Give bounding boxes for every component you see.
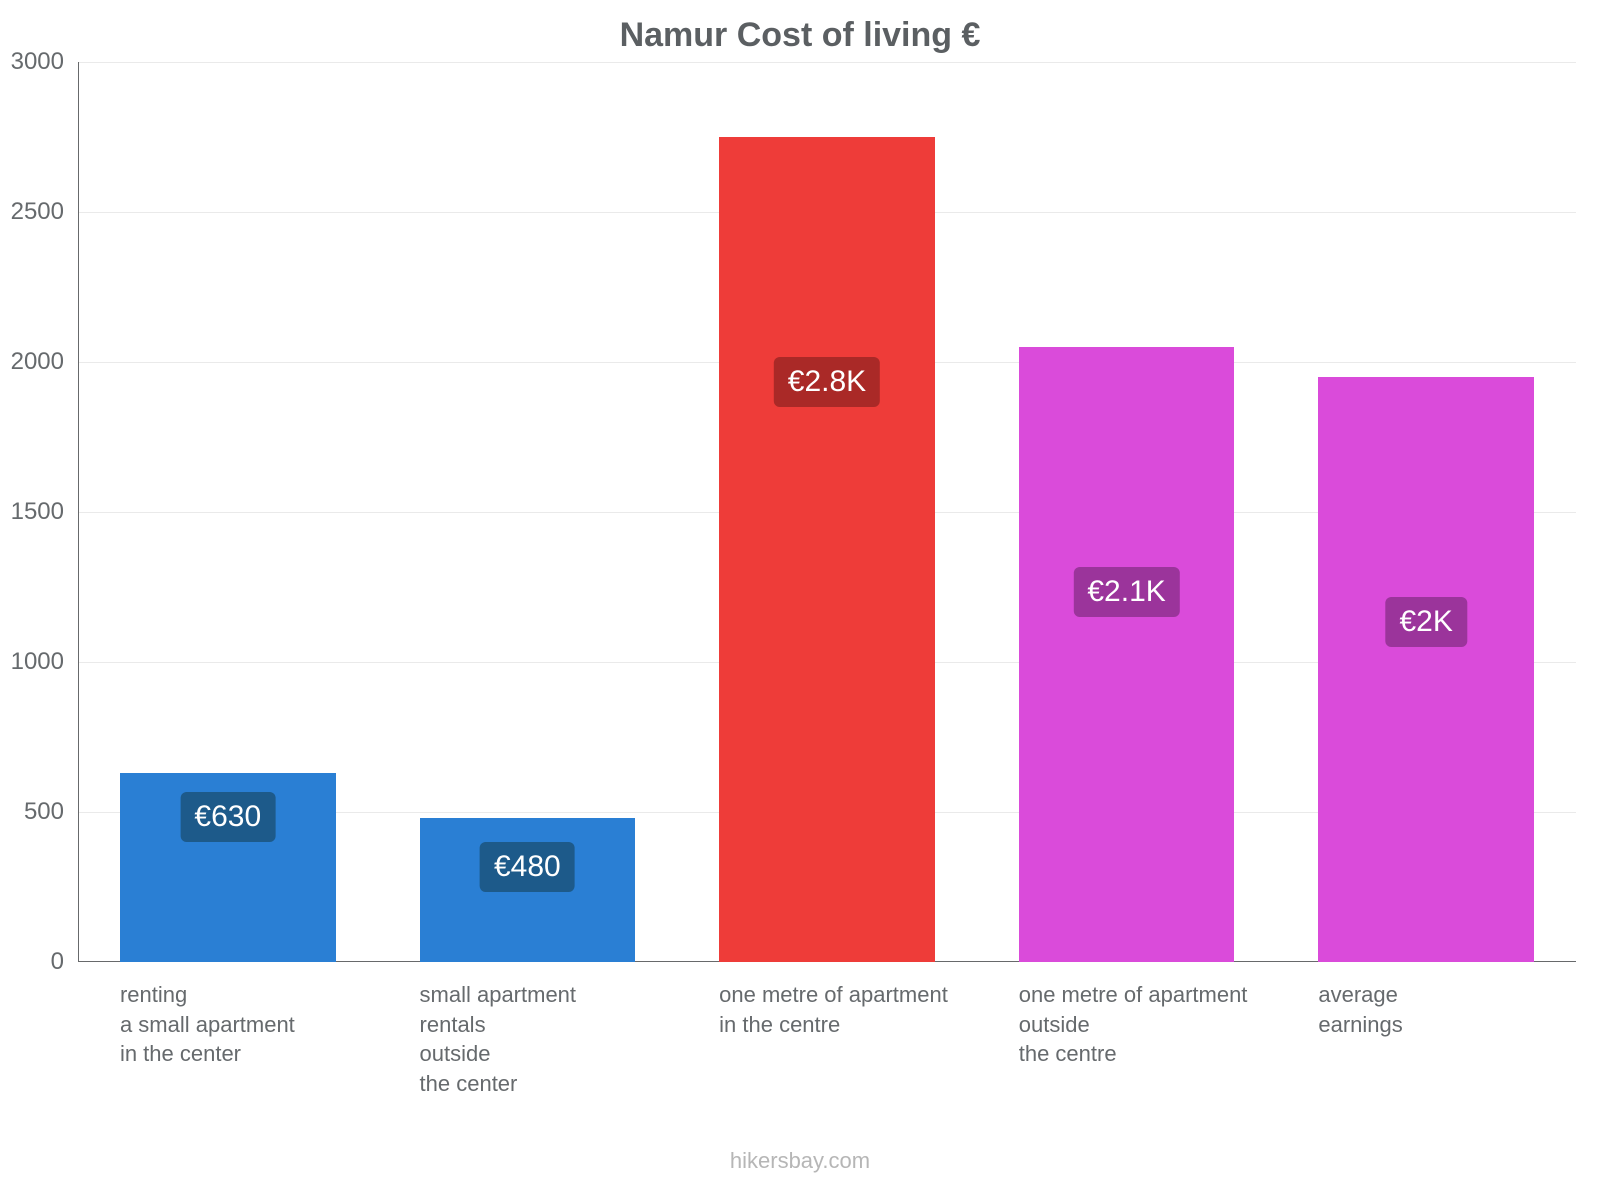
bar-value-label: €630 — [180, 792, 275, 842]
bar-value-label: €480 — [480, 842, 575, 892]
bar: €480 — [420, 818, 636, 962]
bar: €2.8K — [719, 137, 935, 962]
x-axis-category-label: renting a small apartment in the center — [120, 980, 295, 1069]
bar-slot: €480 — [378, 62, 678, 962]
y-tick-label: 500 — [24, 798, 78, 826]
y-tick-label: 0 — [51, 948, 78, 976]
bar: €2K — [1318, 377, 1534, 962]
cost-of-living-bar-chart: Namur Cost of living € €630 €480 €2.8K €2.1… — [0, 0, 1600, 1200]
bar: €630 — [120, 773, 336, 962]
chart-footer: hikersbay.com — [0, 1148, 1600, 1174]
bar-slot: €2K — [1276, 62, 1576, 962]
x-axis-category-label: average earnings — [1318, 980, 1402, 1039]
chart-title: Namur Cost of living € — [0, 16, 1600, 55]
bar-value-label: €2.8K — [774, 357, 880, 407]
bar-value-label: €2.1K — [1073, 567, 1179, 617]
x-axis-category-label: small apartment rentals outside the cent… — [420, 980, 577, 1099]
y-tick-label: 2000 — [11, 348, 78, 376]
bars-container: €630 €480 €2.8K €2.1K €2K — [78, 62, 1576, 962]
y-tick-label: 1000 — [11, 648, 78, 676]
bar-slot: €2.8K — [677, 62, 977, 962]
y-tick-label: 2500 — [11, 198, 78, 226]
x-axis-category-label: one metre of apartment in the centre — [719, 980, 948, 1039]
plot-area: €630€480€2.8K€2.1K€2K 050010001500200025… — [78, 62, 1576, 962]
bar-slot: €2.1K — [977, 62, 1277, 962]
bar-slot: €630 — [78, 62, 378, 962]
y-tick-label: 1500 — [11, 498, 78, 526]
bar-value-label: €2K — [1385, 597, 1466, 647]
x-axis-category-label: one metre of apartment outside the centr… — [1019, 980, 1248, 1069]
bar: €2.1K — [1019, 347, 1235, 962]
y-tick-label: 3000 — [11, 48, 78, 76]
